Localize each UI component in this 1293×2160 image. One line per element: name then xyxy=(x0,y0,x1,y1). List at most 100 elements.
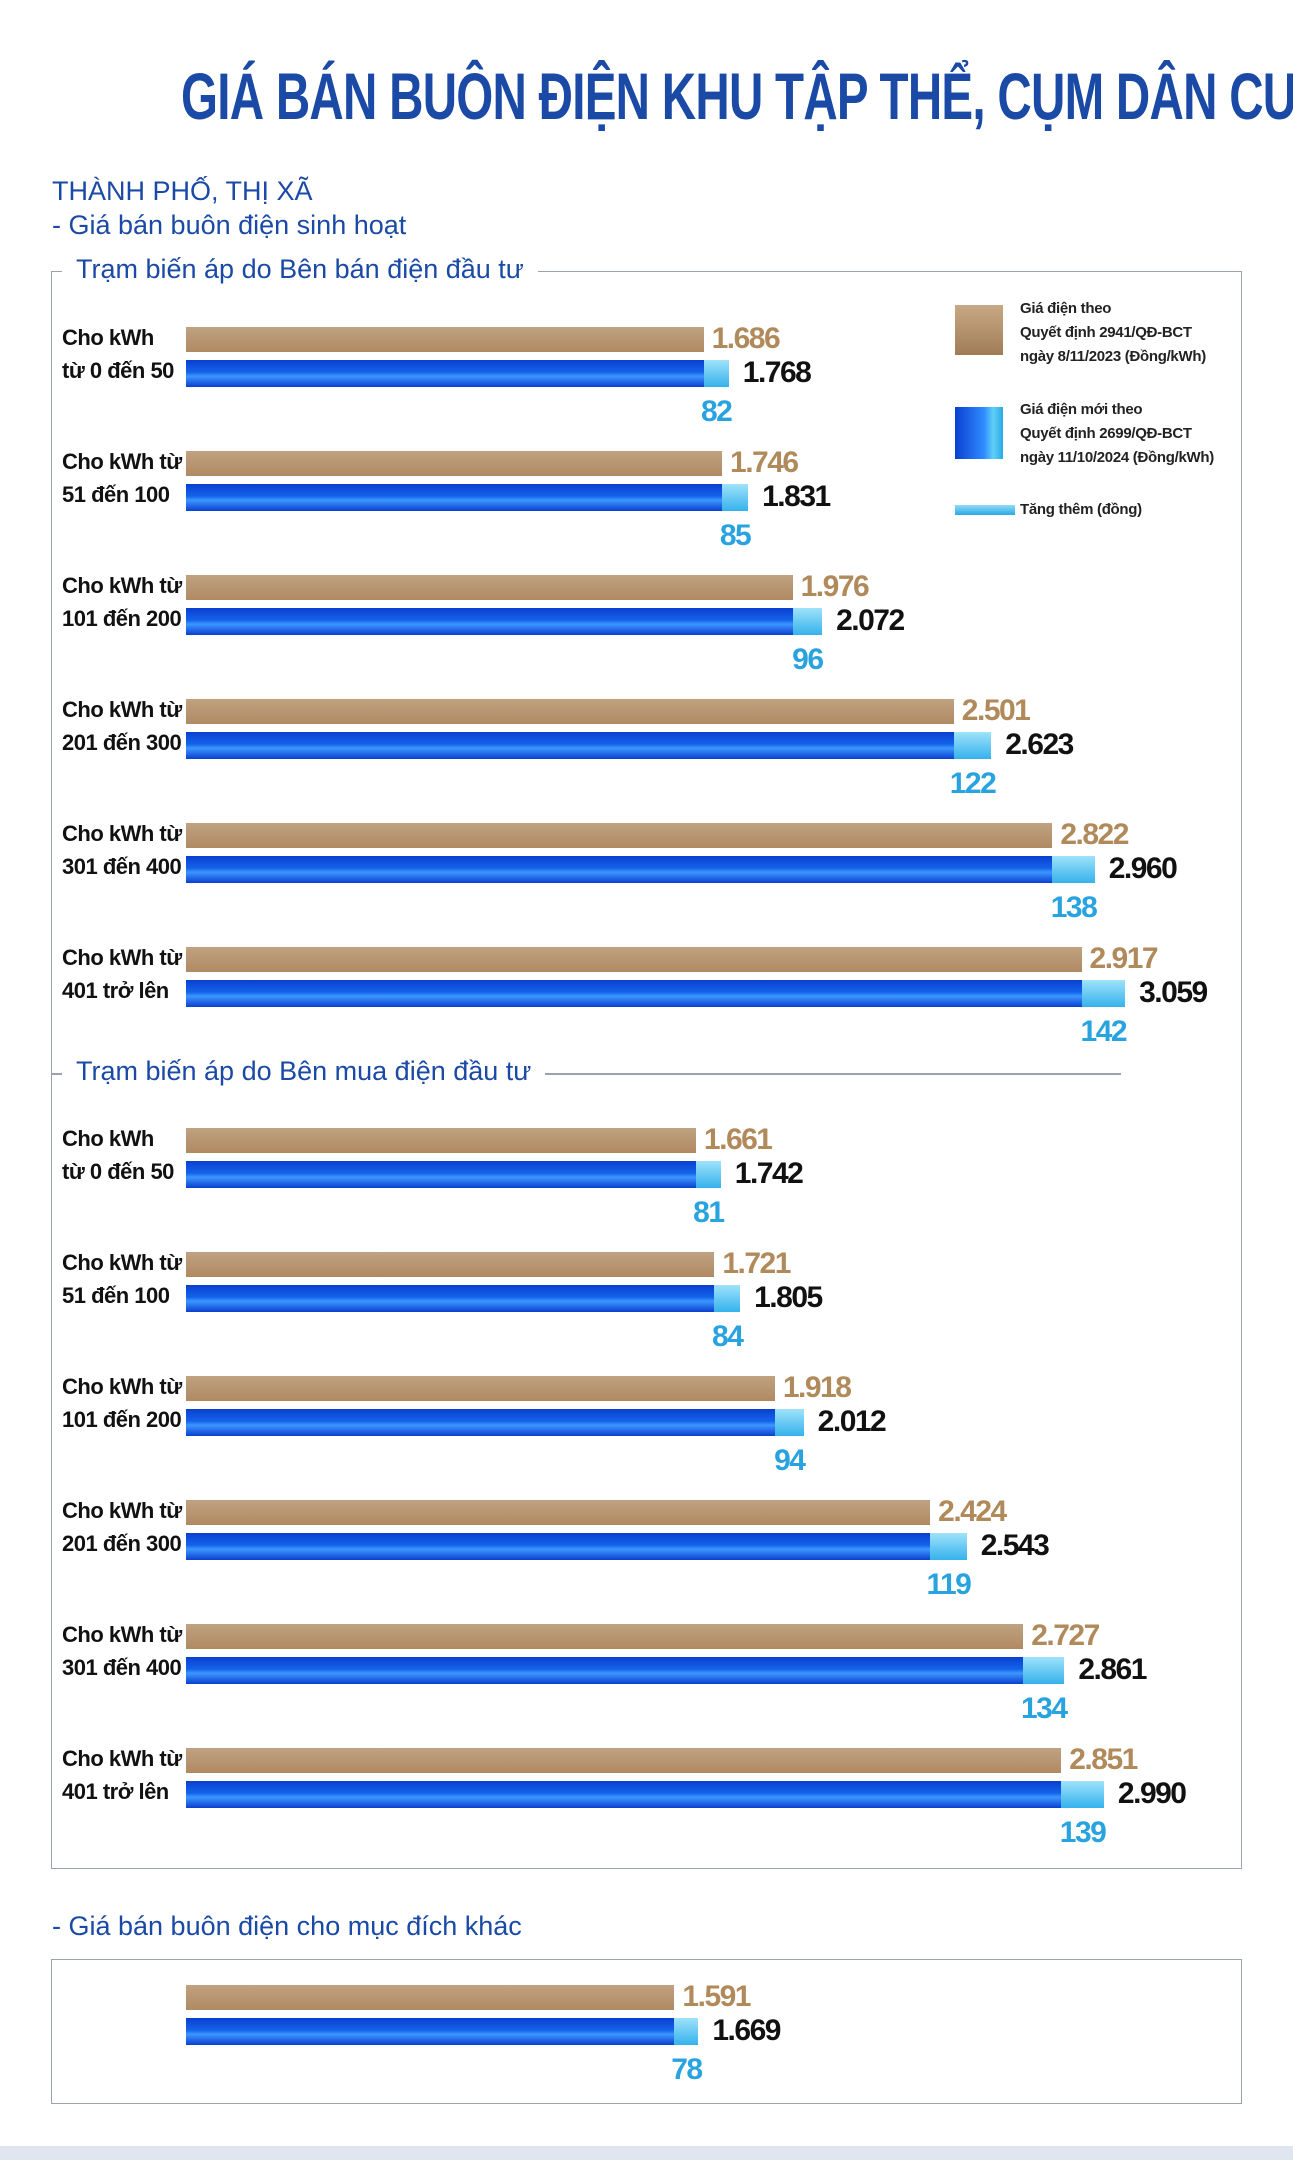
value-label-new: 2.960 xyxy=(1108,852,1178,885)
value-label-increase: 82 xyxy=(701,395,733,428)
value-label-old: 2.917 xyxy=(1089,942,1159,975)
value-label-new: 1.831 xyxy=(762,480,831,513)
value-label-new: 2.543 xyxy=(980,1529,1050,1562)
legend-entry: Giá điện mới theo Quyết định 2699/QĐ-BCT… xyxy=(1020,401,1214,466)
bar-increase xyxy=(714,1285,741,1312)
legend-entry: Giá điện theo Quyết định 2941/QĐ-BCT ngà… xyxy=(1020,300,1206,365)
bar-old xyxy=(186,575,793,600)
category-label: Cho kWh từ 301 đến 400 xyxy=(62,821,182,879)
value-label-increase: 119 xyxy=(926,1568,971,1601)
value-label-old: 1.661 xyxy=(703,1123,773,1156)
value-label-old: 1.918 xyxy=(782,1371,852,1404)
section-title: - Giá bán buôn điện sinh hoạt xyxy=(52,210,407,240)
bar-increase xyxy=(1023,1657,1065,1684)
value-label-new: 1.669 xyxy=(712,2014,781,2047)
bar-increase xyxy=(1081,980,1126,1007)
bar-new xyxy=(186,1781,1104,1808)
value-label-increase: 78 xyxy=(671,2053,703,2086)
bar-increase xyxy=(792,608,823,635)
bar-increase xyxy=(930,1533,967,1560)
bar-new xyxy=(186,732,992,759)
bar-increase xyxy=(1061,1781,1104,1808)
category-label: Cho kWh từ 401 trở lên xyxy=(62,945,182,1003)
category-label: Cho kWh từ 401 trở lên xyxy=(62,1746,182,1804)
bar-increase xyxy=(695,1161,721,1188)
subtitle: THÀNH PHỐ, THỊ XÃ xyxy=(52,176,313,206)
bar-old xyxy=(186,1985,675,2010)
value-label-increase: 139 xyxy=(1059,1816,1107,1849)
bar-new xyxy=(186,484,749,511)
value-label-old: 2.501 xyxy=(961,694,1031,727)
legend-swatch xyxy=(955,505,1015,515)
bar-old xyxy=(186,947,1082,972)
legend-swatch xyxy=(955,305,1003,355)
legend-entry: Tăng thêm (đồng) xyxy=(1020,501,1142,518)
bar-increase xyxy=(722,484,749,511)
category-label: Cho kWh từ 51 đến 100 xyxy=(62,1250,182,1308)
category-label: Cho kWh từ 101 đến 200 xyxy=(62,573,182,631)
value-label-increase: 122 xyxy=(949,767,997,800)
bar-old xyxy=(186,823,1053,848)
bar-old xyxy=(186,699,954,724)
value-label-new: 2.861 xyxy=(1078,1653,1147,1686)
value-label-increase: 138 xyxy=(1050,891,1098,924)
bar-new xyxy=(186,1533,967,1560)
value-label-old: 1.721 xyxy=(722,1247,791,1280)
bar-new xyxy=(186,1161,721,1188)
bar-old xyxy=(186,1624,1024,1649)
value-label-new: 2.012 xyxy=(817,1405,887,1438)
value-label-increase: 84 xyxy=(712,1320,744,1353)
bar-old xyxy=(186,1376,775,1401)
bar-old xyxy=(186,1500,931,1525)
bar-new xyxy=(186,1409,804,1436)
value-label-old: 1.686 xyxy=(711,322,781,355)
page-title: GIÁ BÁN BUÔN ĐIỆN KHU TẬP THỂ, CỤM DÂN C… xyxy=(181,59,1293,133)
value-label-new: 2.623 xyxy=(1005,728,1074,761)
value-label-old: 2.424 xyxy=(938,1495,1007,1528)
bar-new xyxy=(186,980,1126,1007)
panel-box xyxy=(51,271,1242,1869)
bar-increase xyxy=(674,2018,699,2045)
value-label-increase: 96 xyxy=(792,643,824,676)
bar-old xyxy=(186,1748,1062,1773)
value-label-old: 2.851 xyxy=(1069,1743,1138,1776)
bar-new xyxy=(186,608,823,635)
value-label-increase: 81 xyxy=(693,1196,725,1229)
panel-title: Trạm biến áp do Bên mua điện đầu tư xyxy=(62,1056,546,1087)
category-label: Cho kWh từ 0 đến 50 xyxy=(62,325,174,383)
panel-title: Trạm biến áp do Bên bán điện đầu tư xyxy=(62,254,538,285)
category-label: Cho kWh từ 101 đến 200 xyxy=(62,1374,182,1432)
value-label-new: 3.059 xyxy=(1139,976,1208,1009)
value-label-old: 1.591 xyxy=(682,1980,751,2013)
bar-new xyxy=(186,360,729,387)
bar-increase xyxy=(1052,856,1095,883)
value-label-increase: 85 xyxy=(719,519,752,552)
bar-old xyxy=(186,1128,696,1153)
value-label-new: 2.990 xyxy=(1117,1777,1187,1810)
bar-old xyxy=(186,327,704,352)
bar-new xyxy=(186,1657,1065,1684)
value-label-increase: 142 xyxy=(1080,1015,1128,1048)
section-title: - Giá bán buôn điện cho mục đích khác xyxy=(52,1911,522,1941)
bar-new xyxy=(186,2018,699,2045)
bar-increase xyxy=(774,1409,804,1436)
value-label-new: 1.805 xyxy=(754,1281,823,1314)
value-label-new: 2.072 xyxy=(836,604,905,637)
category-label: Cho kWh từ 301 đến 400 xyxy=(62,1622,182,1680)
value-label-old: 1.746 xyxy=(730,446,799,479)
footer-band xyxy=(0,2146,1293,2160)
value-label-increase: 94 xyxy=(774,1444,806,1477)
bar-new xyxy=(186,856,1095,883)
category-label: Cho kWh từ 201 đến 300 xyxy=(62,697,182,755)
divider xyxy=(51,1073,1121,1075)
bar-increase xyxy=(703,360,729,387)
bar-old xyxy=(186,1252,715,1277)
value-label-old: 1.976 xyxy=(800,570,870,603)
value-label-new: 1.742 xyxy=(734,1157,804,1190)
panel-box xyxy=(51,1959,1242,2104)
category-label: Cho kWh từ 201 đến 300 xyxy=(62,1498,182,1556)
value-label-old: 2.727 xyxy=(1031,1619,1100,1652)
category-label: Cho kWh từ 0 đến 50 xyxy=(62,1126,174,1184)
bar-new xyxy=(186,1285,741,1312)
